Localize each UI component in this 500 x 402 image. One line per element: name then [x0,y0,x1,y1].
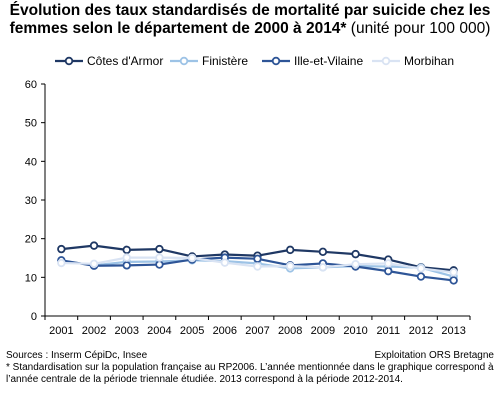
legend-label: Côtes d'Armor [87,54,163,68]
chart-title: Évolution des taux standardisés de morta… [0,2,500,38]
y-tick-label: 10 [25,272,37,284]
data-point [122,261,131,270]
data-point [57,258,66,268]
x-tick-label: 2008 [278,325,302,337]
data-point [449,268,458,277]
data-point [89,259,99,268]
data-point [351,259,360,269]
data-point [285,245,295,255]
data-point [384,266,393,276]
legend-label: Morbihan [404,54,454,68]
data-point [89,241,99,250]
sources-row: Sources : Inserm CépiDc, Insee Exploitat… [6,350,494,362]
x-tick-label: 2005 [180,325,204,337]
data-point [220,258,230,267]
y-tick-label: 50 [25,118,37,130]
x-tick-label: 2002 [82,325,106,337]
data-point [155,260,164,269]
x-tick-label: 2012 [409,325,433,337]
data-point [416,272,426,281]
data-point [318,247,328,257]
y-tick-label: 20 [25,234,37,246]
y-tick-label: 30 [25,195,37,207]
data-point [122,245,131,255]
data-point [187,253,197,263]
chart-title-line-2: femmes selon le département de 2000 à 20… [0,20,500,38]
data-point [155,253,164,262]
legend-marker [271,56,281,66]
data-point [57,244,66,254]
data-point [384,259,393,268]
y-tick-label: 60 [25,79,37,91]
x-tick-label: 2010 [343,325,367,337]
sources-text: Sources : Inserm CépiDc, Insee [6,350,148,361]
y-tick-label: 0 [31,311,37,323]
x-tick-label: 2013 [441,325,465,337]
data-point [122,253,131,262]
x-tick-label: 2007 [245,325,269,337]
data-point [351,249,360,259]
legend-label: Finistère [202,54,248,68]
x-tick-label: 2004 [147,325,171,337]
x-tick-label: 2009 [311,325,335,337]
legend-marker [179,56,189,66]
chart-title-main: femmes selon le département de 2000 à 20… [9,20,347,37]
data-point [416,264,426,273]
y-tick-label: 40 [25,156,37,168]
data-point [318,263,328,272]
legend-label: Ille-et-Vilaine [294,54,363,68]
data-point [253,262,262,271]
x-tick-label: 2001 [49,325,73,337]
data-point [253,254,262,263]
x-tick-label: 2003 [114,325,138,337]
x-tick-label: 2011 [376,325,400,337]
data-point [155,244,164,254]
chart-title-line-1: Évolution des taux standardisés de morta… [9,2,491,19]
x-tick-label: 2006 [213,325,237,337]
footnote: * Standardisation sur la population fran… [6,362,494,385]
exploitation-text: Exploitation ORS Bretagne [374,350,494,361]
legend-marker [381,56,391,66]
legend-marker [64,56,74,66]
data-point [285,261,295,271]
data-point [449,276,458,285]
chart-title-unit: (unité pour 100 000) [350,20,491,37]
line-chart: 0 10 20 30 40 50 60 2001 2002 2003 2004 2005 2006 200… [25,54,471,337]
